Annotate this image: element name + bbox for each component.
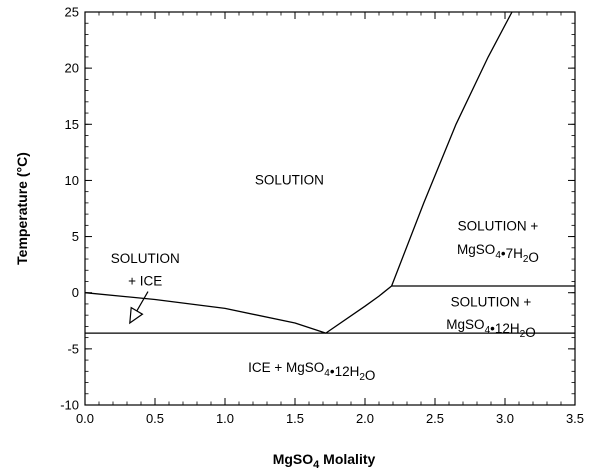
- x-tick-label: 1.5: [286, 411, 304, 426]
- region-label-solution-epsomite-2: MgSO4•7H2O: [457, 242, 539, 265]
- x-axis-title: MgSO4 Molality: [273, 451, 376, 471]
- region-label-solution-epsomite-1: SOLUTION +: [458, 218, 539, 233]
- y-axis-title: Temperature (°C): [14, 152, 30, 265]
- x-tick-label: 2.0: [356, 411, 374, 426]
- phase-boundary-0: [84, 292, 327, 334]
- ice-region-arrow: [129, 291, 149, 325]
- x-tick-label: 3.5: [566, 411, 584, 426]
- region-label-solution-meridianiite-2: MgSO4•12H2O: [446, 317, 535, 340]
- x-tick-label: 1.0: [216, 411, 234, 426]
- region-label-solution-ice-1: SOLUTION: [111, 251, 180, 266]
- arrow-shaft: [136, 291, 149, 312]
- x-tick-label: 3.0: [496, 411, 514, 426]
- x-tick-label: 0.5: [146, 411, 164, 426]
- plot-frame: [84, 11, 576, 406]
- y-tick-label: -10: [60, 398, 79, 413]
- y-tick-label: 10: [65, 173, 79, 188]
- region-label-solution-meridianiite-1: SOLUTION +: [451, 295, 532, 310]
- y-tick-label: 15: [65, 117, 79, 132]
- x-tick-label: 2.5: [426, 411, 444, 426]
- region-labels: SOLUTION SOLUTION + ICE SOLUTION + MgSO4•7H2…: [111, 172, 539, 383]
- phase-boundary-2: [390, 11, 513, 287]
- x-tick-label: 0.0: [76, 411, 94, 426]
- y-tick-label: 5: [72, 229, 79, 244]
- y-tick-label: 20: [65, 61, 79, 76]
- arrow-head: [129, 306, 144, 325]
- region-label-ice-meridianiite: ICE + MgSO4•12H2O: [248, 360, 375, 383]
- phase-boundary-1: [325, 285, 393, 334]
- axis-ticks: 0.0 0.5 1.0 1.5 2.0 2.5 3.0 3.5 -10 -5 0 5 10 15 20 25: [60, 5, 584, 427]
- phase-boundaries: [84, 11, 575, 334]
- y-tick-label: 25: [65, 5, 79, 20]
- y-tick-label: 0: [72, 285, 79, 300]
- region-label-solution-ice-2: + ICE: [128, 273, 162, 288]
- region-label-solution: SOLUTION: [255, 172, 324, 187]
- y-tick-label: -5: [67, 341, 79, 356]
